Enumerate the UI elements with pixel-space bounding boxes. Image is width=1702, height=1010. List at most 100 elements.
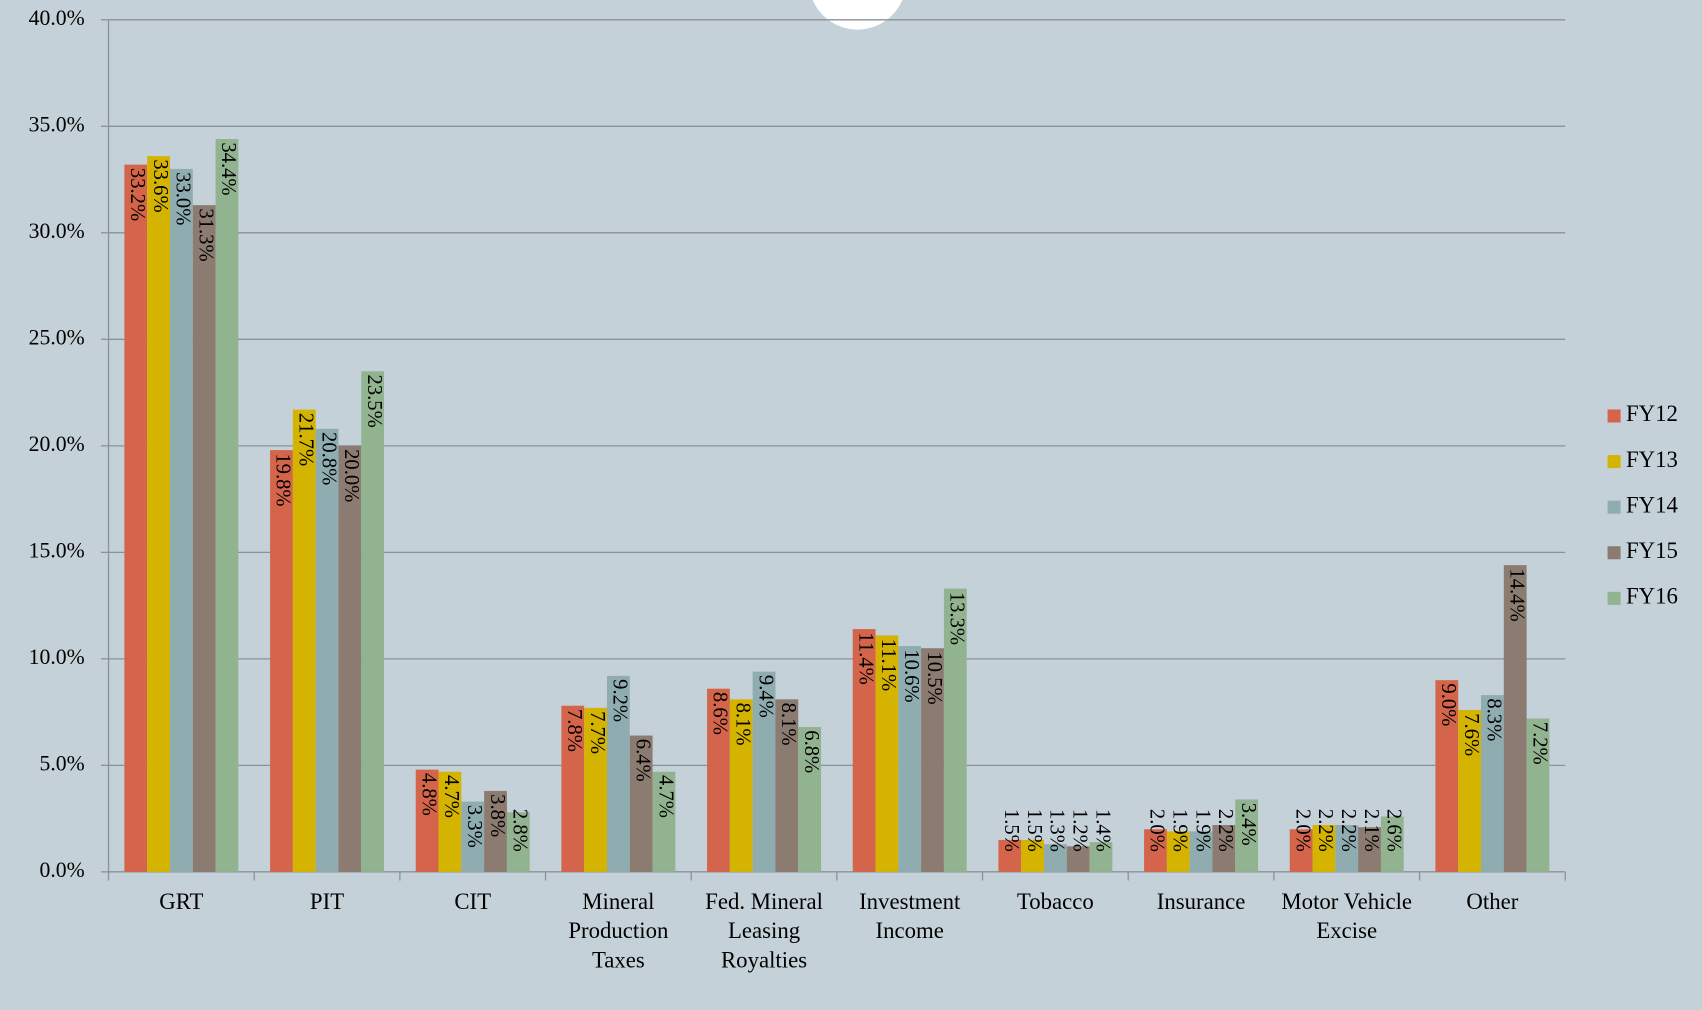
data-label: 34.4%	[217, 142, 239, 195]
bar	[1089, 842, 1113, 872]
bar	[606, 675, 630, 872]
bar	[338, 445, 362, 872]
data-label: 21.7%	[295, 413, 317, 466]
data-label: 6.4%	[631, 739, 653, 782]
x-tick-label: Mineral Production Taxes	[568, 888, 669, 973]
data-label: 11.1%	[877, 639, 899, 691]
bar	[1021, 839, 1044, 872]
data-label: 10.5%	[923, 651, 945, 704]
data-label: 1.5%	[1000, 809, 1022, 852]
x-tick-label-box: Insurance	[1156, 888, 1246, 915]
bar	[898, 646, 922, 872]
bar	[852, 629, 876, 872]
data-label: 10.6%	[900, 649, 922, 702]
bar	[561, 705, 585, 872]
legend-swatch	[1607, 591, 1621, 605]
bar	[506, 812, 530, 872]
bar	[875, 635, 899, 872]
bar	[998, 839, 1022, 872]
bar	[1189, 831, 1213, 872]
bar	[315, 428, 339, 872]
data-label: 7.8%	[563, 709, 585, 752]
bar	[415, 769, 439, 872]
bar	[1335, 825, 1359, 872]
data-label: 7.2%	[1528, 722, 1550, 765]
x-tick-label: Tobacco	[1016, 888, 1094, 915]
bar	[461, 801, 485, 872]
bar	[292, 409, 316, 872]
bar	[752, 671, 776, 872]
bar	[1458, 709, 1482, 872]
bar	[192, 205, 216, 872]
bar	[1289, 829, 1313, 872]
bar	[1066, 846, 1090, 872]
data-label: 4.7%	[654, 775, 676, 818]
y-tick-label: 15.0%	[29, 538, 85, 562]
bar	[1235, 799, 1259, 872]
x-tick-label: Other	[1466, 888, 1519, 915]
data-label: 2.2%	[1337, 809, 1359, 852]
y-tick-label: 10.0%	[29, 645, 85, 669]
x-tick-label: GRT	[159, 888, 204, 915]
data-label: 9.2%	[609, 679, 631, 722]
bar	[147, 156, 170, 872]
data-label: 2.0%	[1146, 809, 1168, 852]
legend-label: FY15	[1626, 538, 1678, 563]
x-tick-label-box: Investment Income	[859, 888, 961, 944]
data-label: 3.8%	[486, 794, 508, 837]
y-tick-label: 25.0%	[29, 325, 85, 349]
x-tick-label: PIT	[309, 888, 345, 915]
bar	[215, 139, 239, 872]
data-label: 2.1%	[1360, 809, 1382, 852]
legend-label: FY13	[1626, 447, 1678, 472]
bar	[1212, 825, 1236, 872]
x-tick-label: Motor Vehicle Excise	[1281, 888, 1413, 944]
x-tick-label: Insurance	[1156, 888, 1246, 915]
data-label: 2.6%	[1383, 809, 1405, 852]
bar	[1435, 680, 1459, 872]
bar	[584, 707, 607, 872]
data-label: 6.8%	[800, 730, 822, 773]
y-tick-label: 30.0%	[29, 219, 85, 243]
y-tick-label: 20.0%	[29, 432, 85, 456]
data-label: 23.5%	[363, 375, 385, 428]
bar	[1312, 825, 1336, 872]
bar	[1503, 565, 1527, 872]
data-label: 31.3%	[194, 208, 216, 261]
data-label: 8.1%	[777, 703, 799, 746]
data-label: 33.2%	[126, 168, 148, 221]
data-label: 33.6%	[149, 159, 171, 212]
legend-swatch	[1607, 500, 1621, 514]
data-label: 1.4%	[1091, 809, 1113, 852]
data-label: 4.8%	[417, 773, 439, 816]
data-label: 19.8%	[272, 453, 294, 506]
bar	[798, 727, 822, 872]
bar	[629, 735, 653, 872]
legend-label: FY16	[1626, 584, 1678, 609]
x-tick-label: Investment Income	[859, 888, 961, 944]
bar	[1166, 831, 1190, 872]
x-tick-label-box: CIT	[454, 888, 491, 914]
data-label: 9.4%	[754, 675, 776, 718]
bar	[124, 164, 148, 872]
data-label: 11.4%	[854, 632, 876, 684]
x-tick-label-box: Tobacco	[1016, 888, 1094, 915]
x-tick-label-box: Motor Vehicle Excise	[1281, 888, 1413, 944]
data-label: 20.0%	[340, 449, 362, 502]
data-label: 20.8%	[317, 432, 339, 485]
x-tick-label-box: PIT	[309, 888, 345, 915]
data-label: 1.3%	[1046, 809, 1068, 852]
bar	[1380, 816, 1404, 872]
data-label: 9.0%	[1437, 683, 1459, 726]
y-tick-label: 40.0%	[29, 6, 85, 30]
x-tick-label-box: Mineral Production Taxes	[568, 888, 669, 973]
bar	[943, 588, 967, 872]
data-label: 2.2%	[1314, 809, 1336, 852]
data-label: 8.6%	[709, 692, 731, 735]
data-label: 1.9%	[1169, 809, 1191, 852]
data-label: 4.7%	[440, 775, 462, 818]
bar	[270, 450, 293, 872]
bar	[1144, 829, 1167, 872]
legend-swatch	[1607, 455, 1621, 469]
